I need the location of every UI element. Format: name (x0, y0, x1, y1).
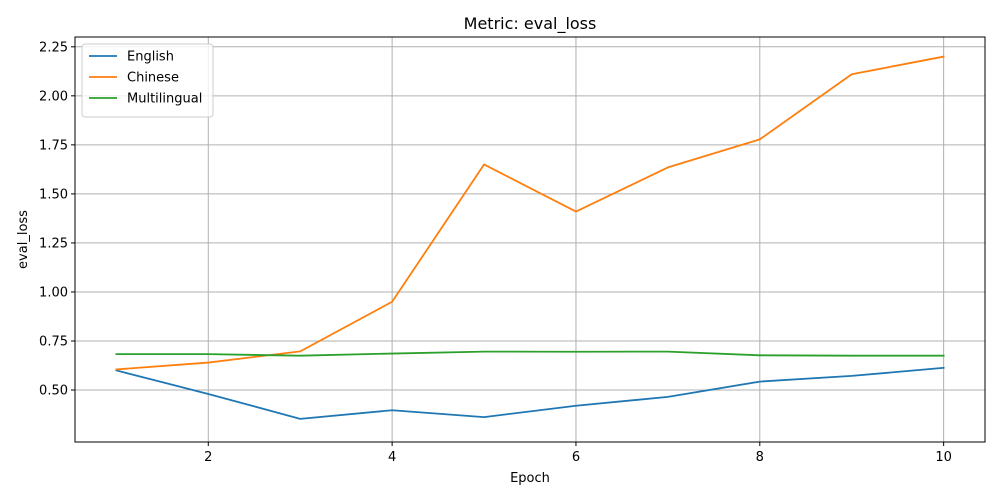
x-tick-label: 4 (388, 450, 396, 465)
y-tick-label: 0.50 (39, 384, 68, 399)
series-line-chinese (115, 55, 945, 371)
legend-label-multilingual: Multilingual (127, 92, 202, 107)
x-tick-label: 6 (572, 450, 580, 465)
y-tick-label: 1.50 (39, 187, 68, 202)
x-tick-label: 10 (935, 450, 952, 465)
series-lines (115, 55, 945, 420)
y-tick-label: 1.25 (39, 236, 68, 251)
series-line-english (115, 366, 945, 420)
x-tick-label: 2 (204, 450, 212, 465)
legend: English Chinese Multilingual (81, 43, 214, 118)
x-tick-label: 8 (756, 450, 764, 465)
y-tick-label: 2.00 (39, 89, 68, 104)
x-axis-title: Epoch (510, 471, 550, 486)
y-tick-label: 1.75 (39, 138, 68, 153)
y-axis-title: eval_loss (16, 210, 31, 269)
y-tick-label: 1.00 (39, 285, 68, 300)
series-line-multilingual (115, 350, 945, 357)
grid (75, 37, 985, 442)
axis-ticks: 2 4 6 8 10 0.50 0.75 1.00 1.25 1.50 1.75 2.00 2.25 (39, 40, 952, 465)
chart-title: Metric: eval_loss (464, 14, 597, 34)
plot-area-frame (74, 36, 986, 443)
y-tick-label: 0.75 (39, 334, 68, 349)
legend-label-english: English (127, 50, 174, 65)
legend-label-chinese: Chinese (127, 71, 179, 86)
y-tick-label: 2.25 (39, 40, 68, 55)
